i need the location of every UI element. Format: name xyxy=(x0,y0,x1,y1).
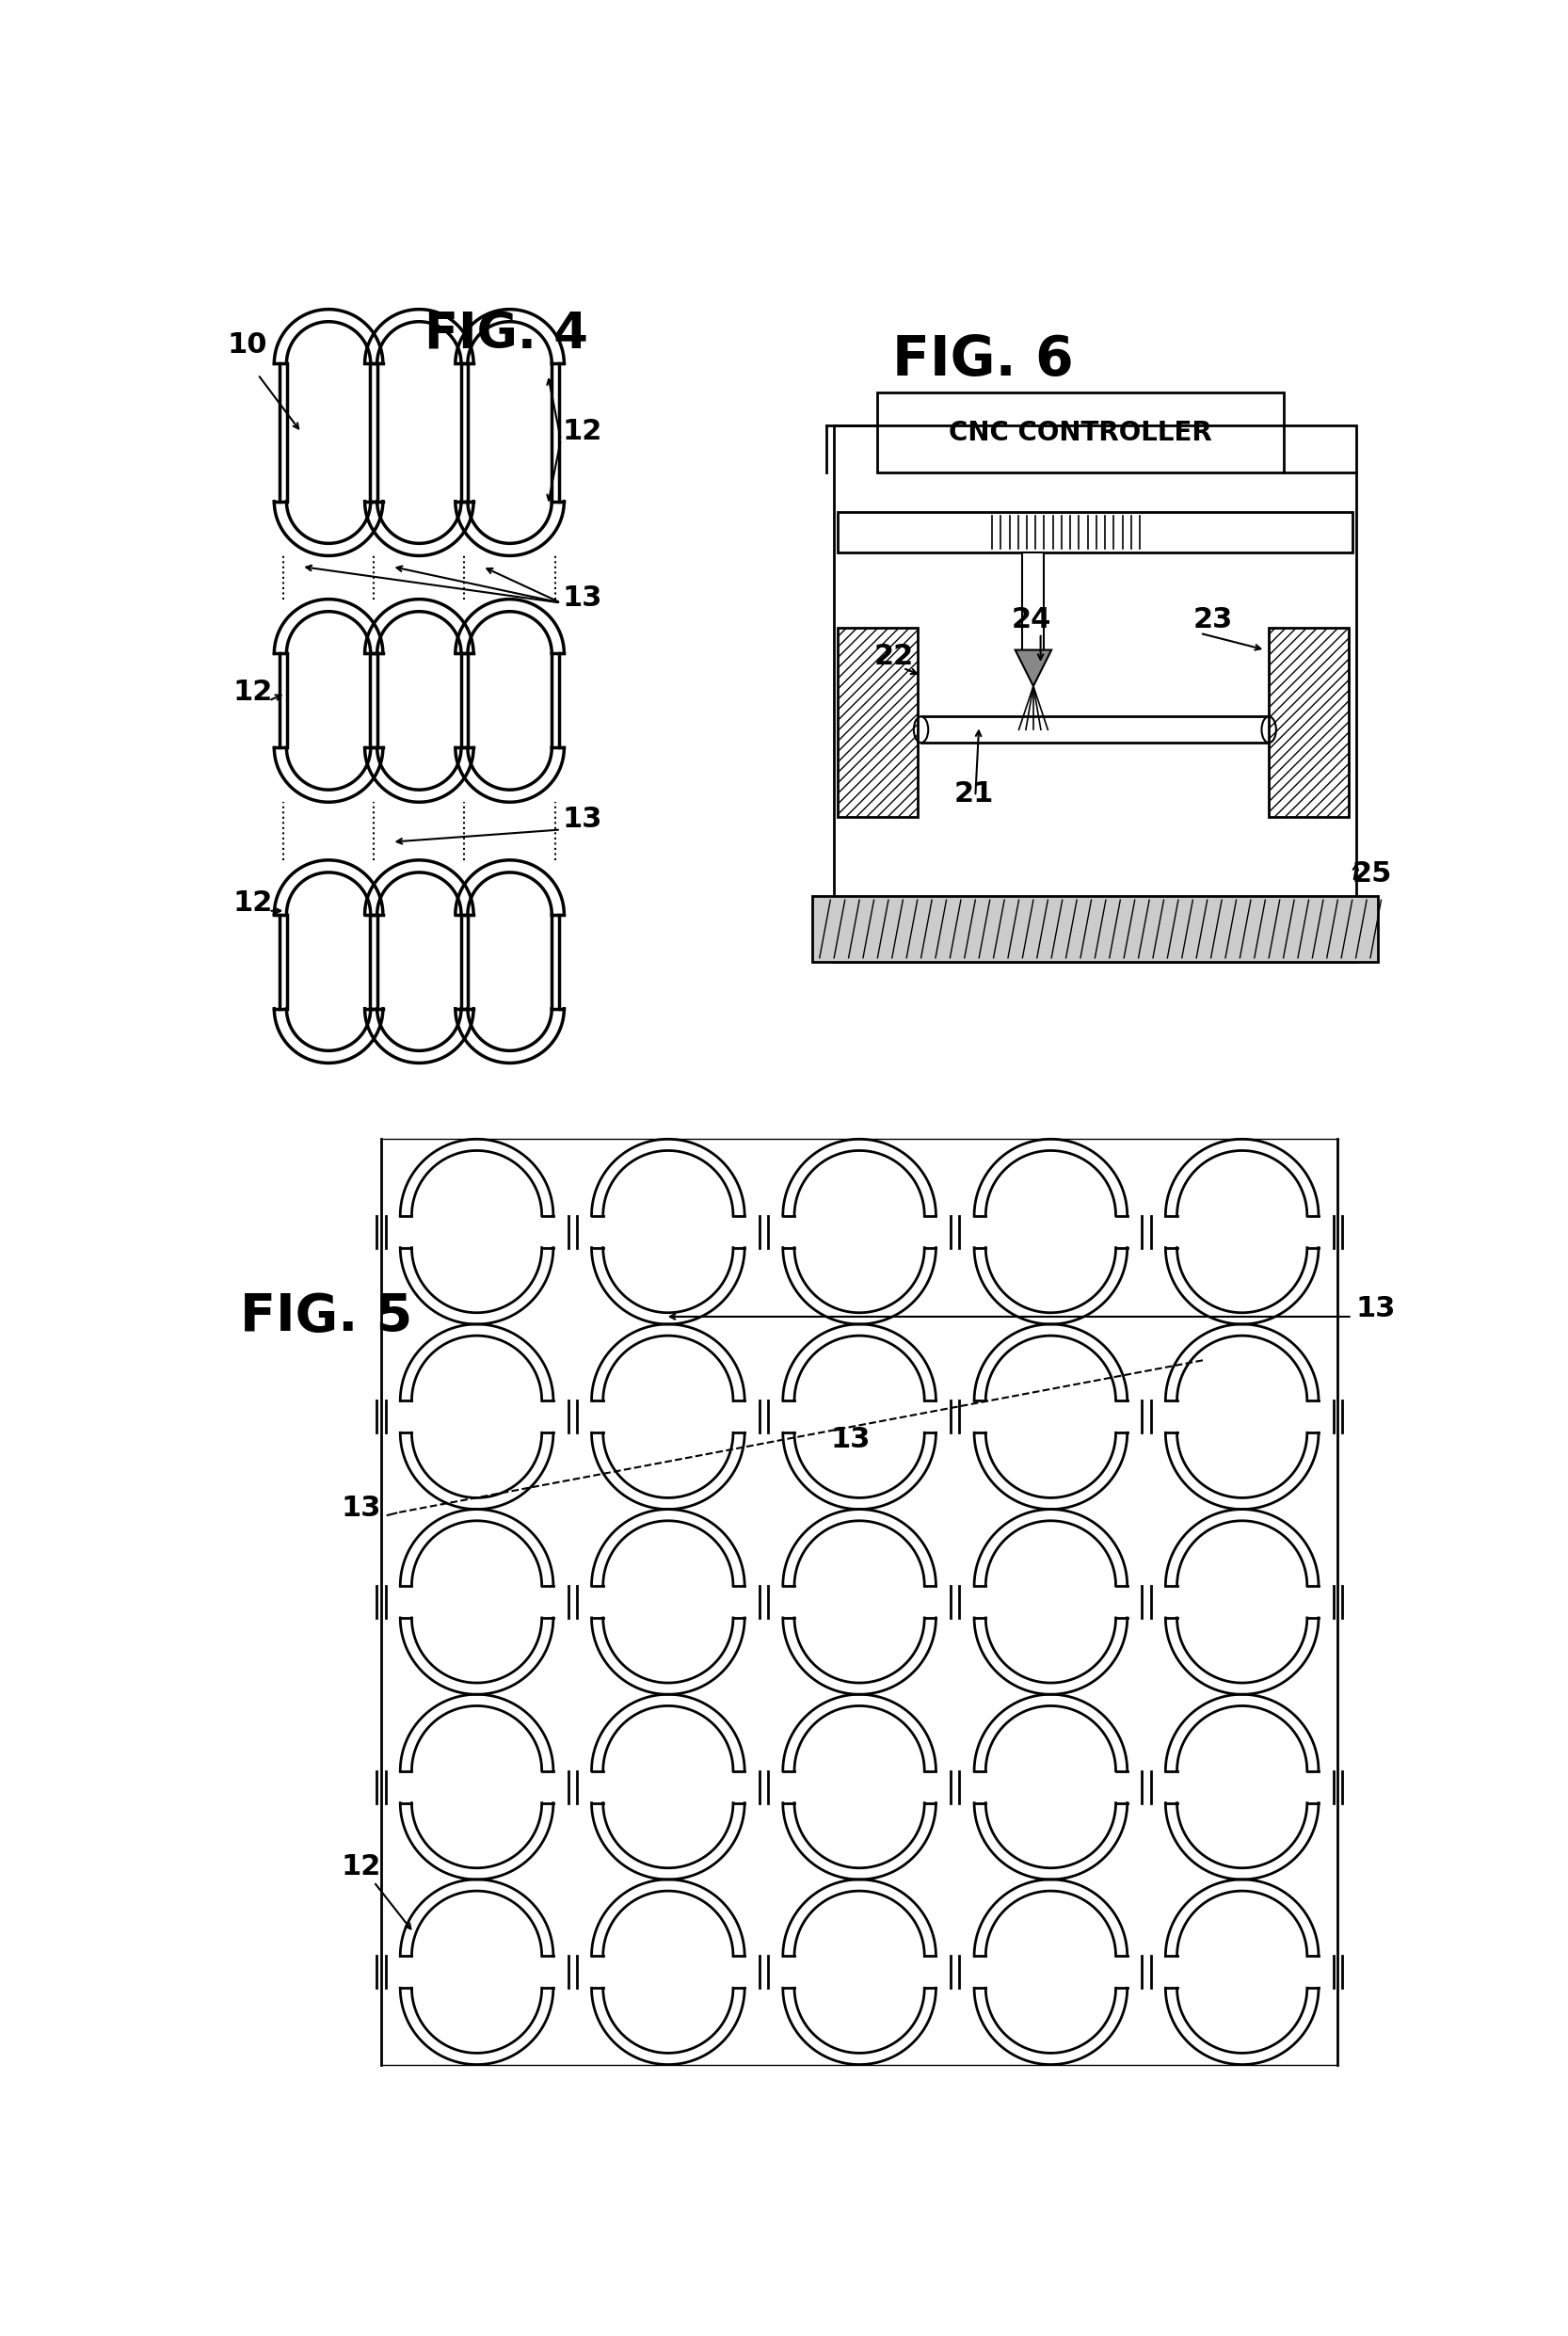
Text: CNC CONTROLLER: CNC CONTROLLER xyxy=(949,420,1212,446)
Text: 12: 12 xyxy=(342,1852,381,1880)
Text: FIG. 5: FIG. 5 xyxy=(240,1292,412,1343)
Text: 13: 13 xyxy=(342,1495,381,1521)
Text: 12: 12 xyxy=(232,890,273,916)
Text: 13: 13 xyxy=(563,806,602,834)
Text: 12: 12 xyxy=(232,680,273,705)
Bar xyxy=(1269,628,1348,818)
Text: 13: 13 xyxy=(563,584,602,612)
Text: 10: 10 xyxy=(227,332,268,357)
Bar xyxy=(834,425,1356,962)
Text: FIG. 6: FIG. 6 xyxy=(892,334,1074,388)
Polygon shape xyxy=(1014,649,1052,687)
Bar xyxy=(1022,551,1044,656)
Text: 24: 24 xyxy=(1011,607,1052,633)
Ellipse shape xyxy=(1262,717,1276,743)
Text: 21: 21 xyxy=(953,780,994,808)
Text: 12: 12 xyxy=(563,418,602,446)
Bar xyxy=(837,628,917,818)
Text: 13: 13 xyxy=(1356,1294,1396,1322)
Text: 13: 13 xyxy=(831,1425,870,1453)
Bar xyxy=(837,512,1352,551)
Bar xyxy=(812,897,1378,962)
Text: 25: 25 xyxy=(1352,860,1392,888)
Text: 22: 22 xyxy=(873,642,914,670)
Ellipse shape xyxy=(914,717,928,743)
Text: FIG. 4: FIG. 4 xyxy=(425,311,588,360)
Text: 23: 23 xyxy=(1193,607,1232,633)
Bar xyxy=(878,392,1283,472)
Bar xyxy=(920,717,1269,743)
